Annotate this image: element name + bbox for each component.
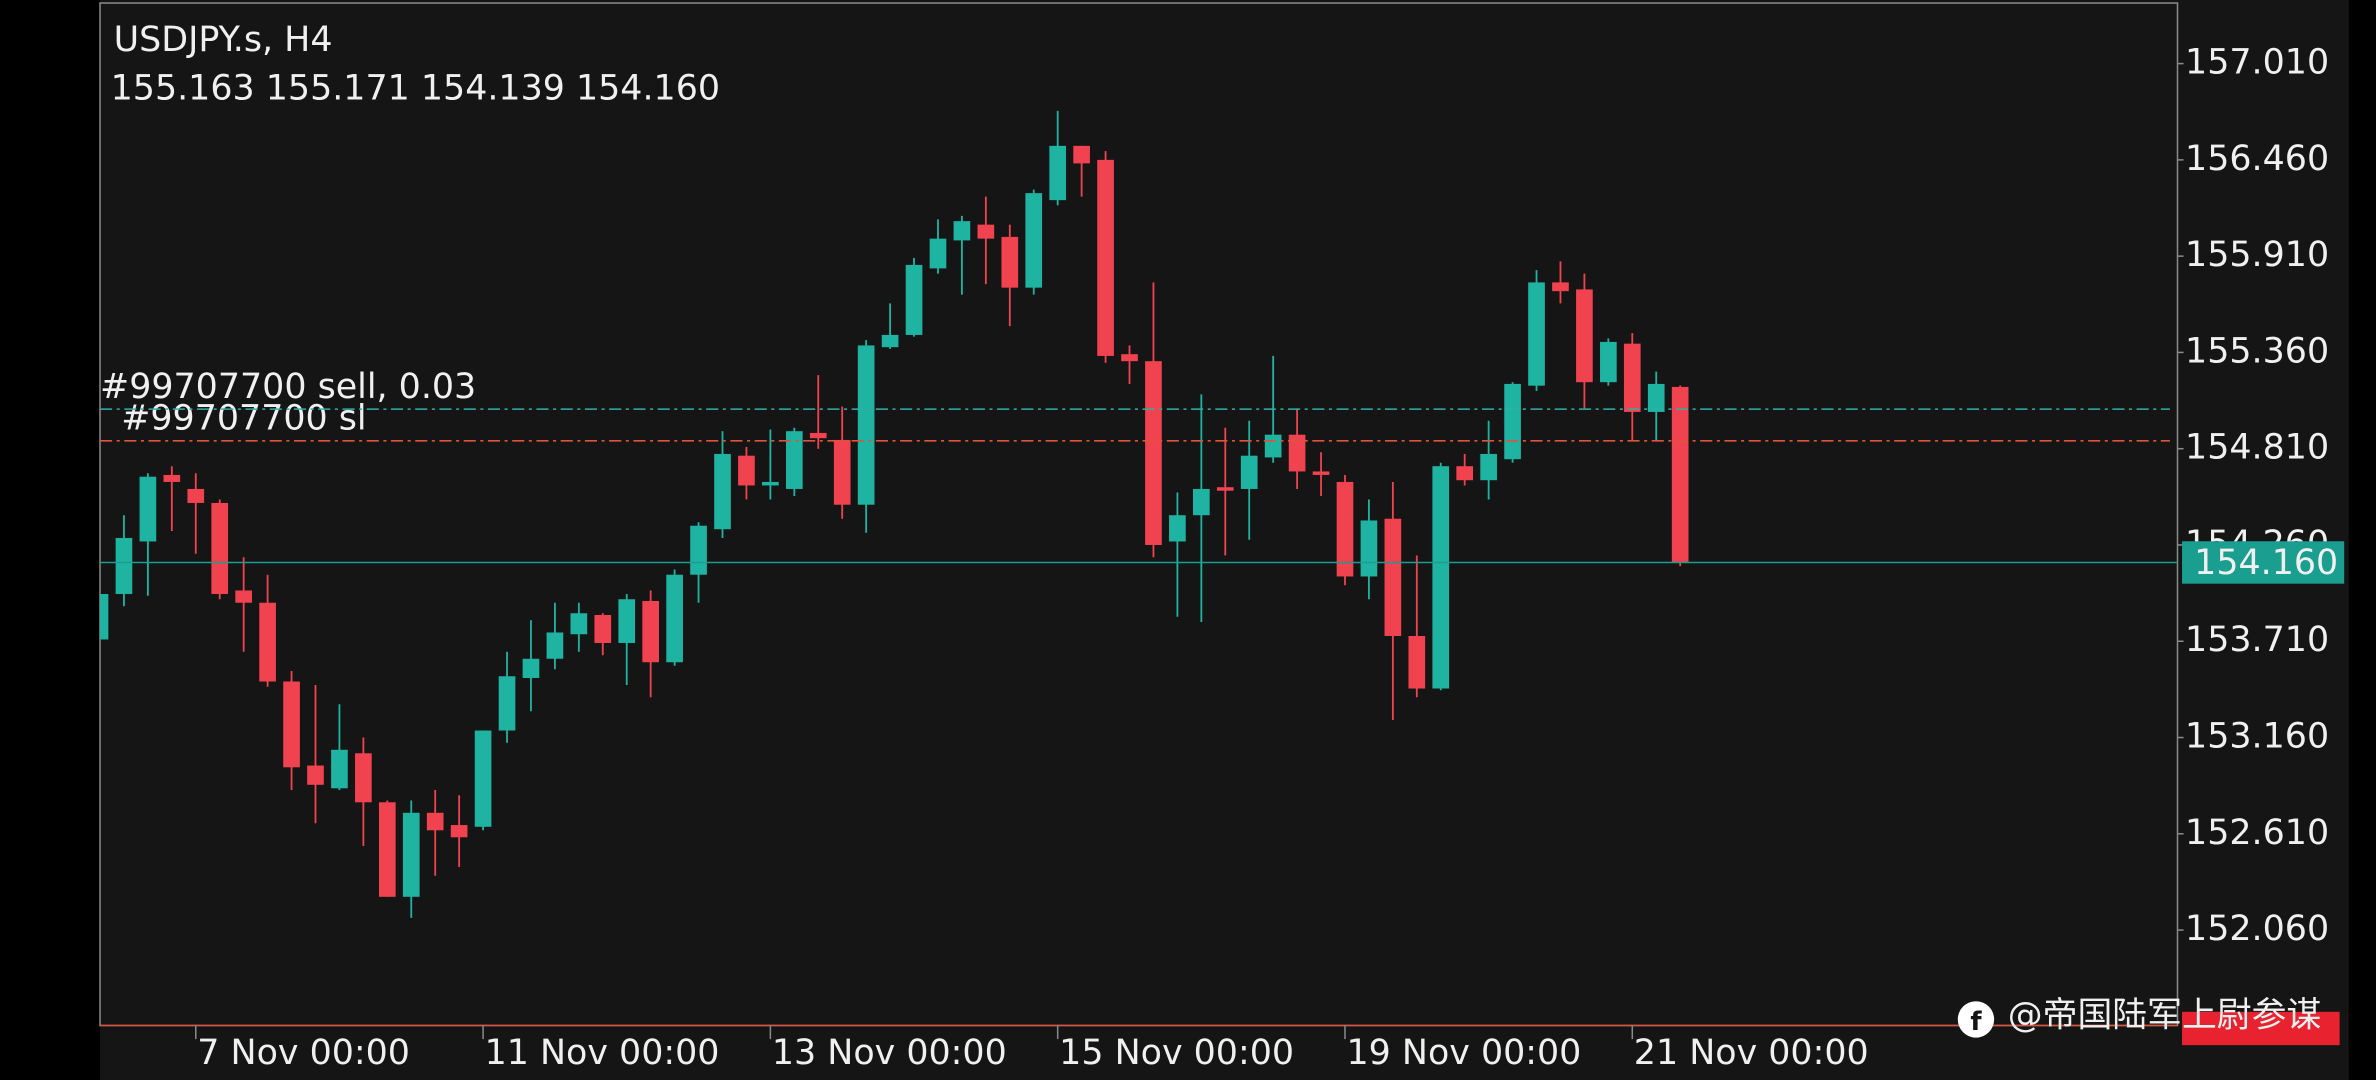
ohlc-text: 155.163 155.171 154.139 154.160 [111,68,720,108]
svg-text:f: f [1970,1007,1982,1037]
candle-body [522,658,540,679]
candle-body [259,602,276,682]
hidden-price-box [2182,1011,2340,1046]
candle-body [905,264,923,335]
candle-body [833,439,851,505]
candle-body [1671,386,1689,563]
candle-body [929,238,947,269]
candle-body [331,749,348,789]
candle-body [1432,466,1450,689]
order-label: #99707700 sell, 0.03 [100,367,476,407]
candle-body [570,613,588,635]
candle-body [1169,515,1186,542]
candle-body [1216,487,1234,491]
candle-body [857,345,875,505]
candle-body [977,224,995,239]
watermark-icon: f [1957,1001,1995,1038]
candle-body [785,431,803,489]
candle-body [1288,434,1306,472]
candle-body [211,502,229,594]
y-tick-label: 155.910 [2185,235,2329,275]
candle-body [1504,383,1521,460]
current-price-label: 154.160 [2194,543,2338,583]
y-tick-label: 154.810 [2185,428,2329,468]
candle-body [618,599,636,643]
candle-body [139,476,157,542]
candle-body [1576,289,1593,383]
y-tick-label: 152.060 [2185,909,2329,949]
candle-body [402,812,420,897]
x-tick-label: 15 Nov 00:00 [1059,1033,1294,1073]
candle-body [498,676,516,731]
candle-body [881,334,899,348]
candle-body [1480,453,1497,481]
candle-body [1145,361,1162,545]
candle-body [163,474,181,482]
candle-body [666,574,683,663]
candle-body [1049,145,1067,201]
candle-body [378,802,396,897]
x-tick-label: 19 Nov 00:00 [1347,1033,1582,1073]
candle-body [1647,383,1665,412]
candle-body [307,765,324,785]
x-tick-label: 21 Nov 00:00 [1634,1033,1869,1073]
order-label: #99707700 sl [121,399,366,439]
candle-body [450,825,468,838]
plot: #99707700 sell, 0.03#99707700 sl [100,110,1689,918]
candle-body [1456,466,1474,481]
candle-body [1001,236,1019,288]
candle-body [762,481,779,486]
candle-body [714,453,731,530]
candle-body [115,537,133,594]
candle-body [1264,434,1282,458]
y-tick-label: 157.010 [2185,43,2329,83]
candle-body [594,614,612,643]
candle-body [187,488,205,503]
candle-body [1312,471,1330,475]
candle-body [1193,488,1210,516]
y-tick-label: 153.710 [2185,620,2329,660]
watermark: @帝国陆军上尉参谋 [2008,995,2322,1035]
current-price-box [2182,541,2345,584]
candle-body [474,730,492,827]
y-tick-label: 156.460 [2185,139,2329,179]
candle-body [953,221,971,241]
candle-body [546,632,564,659]
chart-title: USDJPY.s, H4 [114,20,333,60]
candle-body [1097,159,1114,356]
y-tick-label: 152.610 [2185,813,2329,853]
candle-body [1025,193,1043,288]
candle-body [1384,518,1402,636]
y-tick-label: 155.360 [2185,331,2329,371]
x-tick-label: 11 Nov 00:00 [485,1033,720,1073]
candle-body [283,681,300,768]
candle-body [100,593,109,640]
candle-body [1528,282,1545,386]
candle-body [642,600,660,663]
candle-body [1360,520,1378,577]
candle-body [1623,343,1641,412]
candle-body [1408,635,1426,689]
candle-body [426,812,444,831]
candle-body [1552,282,1569,292]
candle-body [1073,145,1090,164]
y-tick-label: 153.160 [2185,717,2329,757]
candle-body [1600,341,1617,383]
candle-body [1336,481,1354,577]
candle-body [809,432,827,439]
candle-body [690,525,707,575]
x-tick-label: 13 Nov 00:00 [772,1033,1007,1073]
candle-body [738,455,755,486]
x-tick-label: 7 Nov 00:00 [197,1033,410,1073]
candle-body [1121,354,1138,362]
candle-body [355,753,372,803]
candle-body [1240,455,1258,489]
candle-body [235,590,252,603]
